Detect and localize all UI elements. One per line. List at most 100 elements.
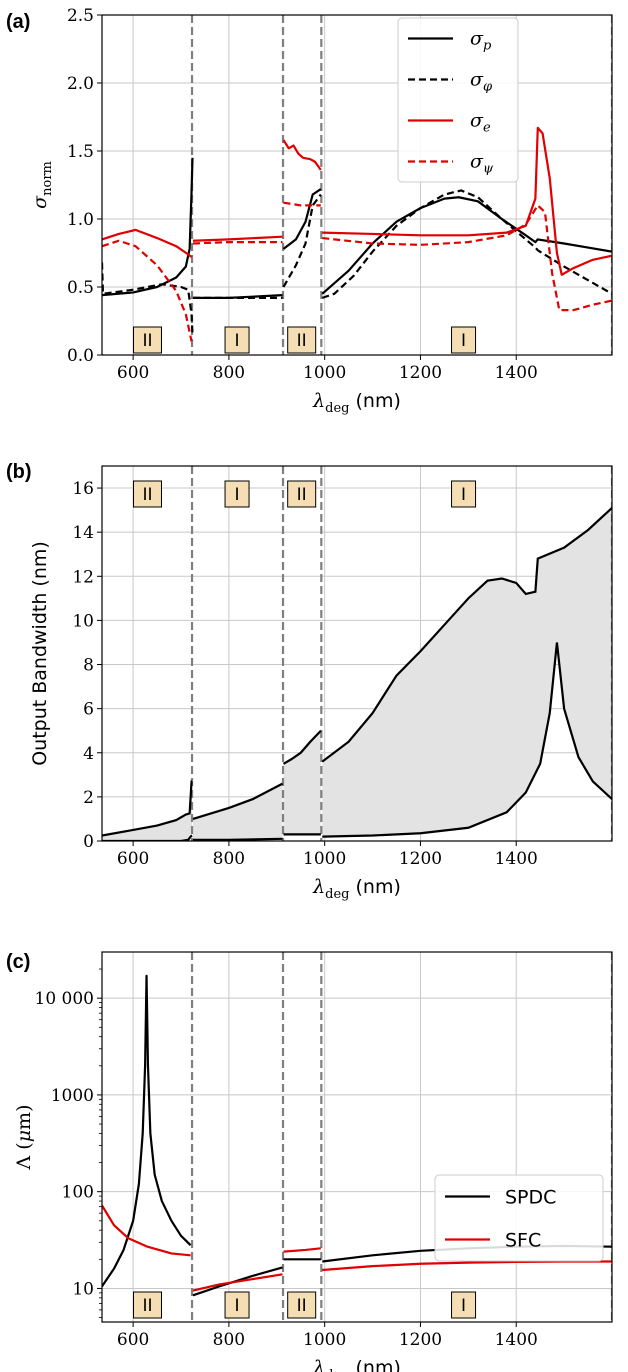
- y-tick-label: 1.5: [67, 142, 94, 162]
- x-tick-label: 1000: [303, 1330, 346, 1350]
- series-line: [322, 1260, 612, 1272]
- series-line: [321, 189, 612, 299]
- axes-frame: [101, 951, 613, 1323]
- y-tick-label: 10 000: [35, 989, 94, 1009]
- y-tick-label: 8: [83, 656, 94, 676]
- y-tick-label: 100: [62, 1183, 94, 1203]
- y-axis-label: σnorm: [29, 161, 55, 209]
- region-label: II: [297, 331, 307, 351]
- bandwidth-lower-line: [322, 642, 612, 838]
- series-line: [282, 139, 322, 171]
- bandwidth-lower-line: [192, 837, 283, 841]
- bandwidth-fill: [102, 781, 193, 841]
- x-tick-label: 1000: [303, 849, 346, 869]
- legend-label: σψ: [470, 151, 494, 177]
- series-line: [192, 241, 283, 245]
- region-label-box: [451, 480, 477, 508]
- region-label: I: [235, 485, 240, 505]
- y-tick-label: 1000: [51, 1086, 94, 1106]
- y-tick-label: 10: [72, 611, 94, 631]
- grid: [102, 952, 612, 1322]
- x-axis-label: λdeg (nm): [312, 1357, 401, 1372]
- x-tick-label: 1200: [399, 363, 442, 383]
- y-tick-label: 2: [83, 788, 94, 808]
- y-tick-label: 0.5: [67, 278, 94, 298]
- plot-area: [102, 952, 612, 1322]
- x-tick-label: 1200: [399, 1330, 442, 1350]
- y-tick-label: 2.5: [67, 6, 94, 26]
- y-tick-label: 10: [72, 1279, 94, 1299]
- series-line: [102, 157, 194, 297]
- y-tick-label: 0.0: [67, 346, 94, 366]
- legend-label: SPDC: [505, 1187, 556, 1209]
- bandwidth-upper-line: [321, 507, 612, 763]
- bandwidth-fill: [322, 507, 612, 837]
- region-label: I: [461, 1296, 466, 1316]
- x-tick-label: 600: [117, 849, 149, 869]
- region-label-box: [287, 1291, 317, 1319]
- series-line: [102, 228, 193, 258]
- bandwidth-upper-line: [282, 729, 322, 765]
- x-tick-label: 600: [117, 1330, 149, 1350]
- panel-label: (b): [6, 461, 32, 483]
- region-label: I: [235, 1296, 240, 1316]
- bandwidth-fill: [283, 730, 321, 835]
- x-tick-label: 600: [117, 363, 149, 383]
- region-label: II: [142, 1296, 152, 1316]
- legend-label: SFC: [505, 1230, 541, 1252]
- region-label-box: [287, 480, 317, 508]
- bandwidth-upper-line: [102, 780, 193, 837]
- series-line: [322, 126, 612, 276]
- plot-area: [102, 15, 612, 355]
- y-tick-label: 16: [72, 479, 94, 499]
- region-label-box: [451, 1291, 477, 1319]
- bandwidth-fill: [192, 783, 283, 840]
- region-label: I: [461, 485, 466, 505]
- x-axis-label: λdeg (nm): [312, 390, 401, 416]
- series-line: [192, 235, 283, 242]
- region-label: I: [461, 331, 466, 351]
- x-tick-label: 1000: [303, 363, 346, 383]
- legend-label: σφ: [470, 69, 493, 95]
- region-label-box: [132, 1291, 162, 1319]
- region-label-box: [287, 326, 317, 354]
- x-tick-label: 1400: [495, 849, 538, 869]
- region-label-box: [224, 1291, 250, 1319]
- x-tick-label: 800: [213, 849, 245, 869]
- region-label-box: [224, 480, 250, 508]
- y-axis-label: Λ (μm): [13, 1105, 35, 1171]
- series-line: [283, 201, 321, 207]
- y-tick-label: 2.0: [67, 74, 94, 94]
- region-label-box: [132, 480, 162, 508]
- legend-box: [397, 17, 519, 183]
- axes-frame: [101, 465, 613, 842]
- y-tick-label: 1.0: [67, 210, 94, 230]
- series-line: [102, 974, 192, 1288]
- series-line: [282, 188, 322, 250]
- legend-label: σp: [470, 28, 492, 54]
- region-label: I: [235, 331, 240, 351]
- series-line: [282, 193, 322, 288]
- x-axis-label: λdeg (nm): [312, 876, 401, 902]
- axes-frame: [101, 14, 613, 356]
- region-label-box: [224, 326, 250, 354]
- y-tick-label: 6: [83, 700, 94, 720]
- legend-label: σe: [470, 110, 491, 136]
- x-tick-label: 1200: [399, 849, 442, 869]
- bandwidth-upper-line: [192, 782, 284, 820]
- series-line: [283, 1247, 321, 1253]
- region-label: II: [297, 485, 307, 505]
- region-label: II: [297, 1296, 307, 1316]
- y-axis-label: Output Bandwidth (nm): [29, 541, 51, 766]
- region-label-box: [132, 326, 162, 354]
- series-line: [192, 1273, 283, 1292]
- series-line: [102, 1204, 191, 1257]
- bandwidth-lower-line: [102, 834, 193, 841]
- plot-area: [102, 466, 612, 841]
- x-tick-label: 1400: [495, 1330, 538, 1350]
- series-line: [322, 204, 612, 312]
- y-tick-label: 4: [83, 744, 94, 764]
